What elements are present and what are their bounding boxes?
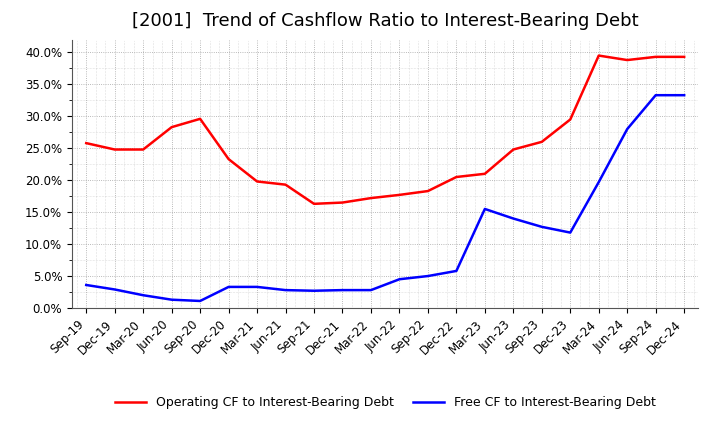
Free CF to Interest-Bearing Debt bbox=[423, 273, 432, 279]
Operating CF to Interest-Bearing Debt bbox=[395, 192, 404, 198]
Line: Operating CF to Interest-Bearing Debt: Operating CF to Interest-Bearing Debt bbox=[86, 55, 684, 204]
Operating CF to Interest-Bearing Debt bbox=[310, 201, 318, 206]
Free CF to Interest-Bearing Debt bbox=[680, 92, 688, 98]
Operating CF to Interest-Bearing Debt bbox=[595, 53, 603, 58]
Operating CF to Interest-Bearing Debt bbox=[167, 125, 176, 130]
Operating CF to Interest-Bearing Debt bbox=[253, 179, 261, 184]
Free CF to Interest-Bearing Debt bbox=[623, 126, 631, 132]
Line: Free CF to Interest-Bearing Debt: Free CF to Interest-Bearing Debt bbox=[86, 95, 684, 301]
Operating CF to Interest-Bearing Debt bbox=[139, 147, 148, 152]
Operating CF to Interest-Bearing Debt bbox=[652, 54, 660, 59]
Operating CF to Interest-Bearing Debt bbox=[566, 117, 575, 122]
Free CF to Interest-Bearing Debt bbox=[310, 288, 318, 293]
Title: [2001]  Trend of Cashflow Ratio to Interest-Bearing Debt: [2001] Trend of Cashflow Ratio to Intere… bbox=[132, 12, 639, 30]
Operating CF to Interest-Bearing Debt bbox=[423, 188, 432, 194]
Free CF to Interest-Bearing Debt bbox=[652, 92, 660, 98]
Free CF to Interest-Bearing Debt bbox=[338, 287, 347, 293]
Operating CF to Interest-Bearing Debt bbox=[196, 116, 204, 121]
Free CF to Interest-Bearing Debt bbox=[509, 216, 518, 221]
Operating CF to Interest-Bearing Debt bbox=[225, 157, 233, 162]
Free CF to Interest-Bearing Debt bbox=[395, 277, 404, 282]
Operating CF to Interest-Bearing Debt bbox=[366, 195, 375, 201]
Free CF to Interest-Bearing Debt bbox=[480, 206, 489, 212]
Free CF to Interest-Bearing Debt bbox=[566, 230, 575, 235]
Free CF to Interest-Bearing Debt bbox=[366, 287, 375, 293]
Free CF to Interest-Bearing Debt bbox=[282, 287, 290, 293]
Operating CF to Interest-Bearing Debt bbox=[452, 174, 461, 180]
Operating CF to Interest-Bearing Debt bbox=[680, 54, 688, 59]
Free CF to Interest-Bearing Debt bbox=[253, 284, 261, 290]
Free CF to Interest-Bearing Debt bbox=[225, 284, 233, 290]
Legend: Operating CF to Interest-Bearing Debt, Free CF to Interest-Bearing Debt: Operating CF to Interest-Bearing Debt, F… bbox=[109, 392, 661, 414]
Operating CF to Interest-Bearing Debt bbox=[537, 139, 546, 144]
Operating CF to Interest-Bearing Debt bbox=[82, 140, 91, 146]
Free CF to Interest-Bearing Debt bbox=[537, 224, 546, 230]
Free CF to Interest-Bearing Debt bbox=[82, 282, 91, 288]
Operating CF to Interest-Bearing Debt bbox=[509, 147, 518, 152]
Free CF to Interest-Bearing Debt bbox=[452, 268, 461, 274]
Free CF to Interest-Bearing Debt bbox=[167, 297, 176, 302]
Operating CF to Interest-Bearing Debt bbox=[480, 171, 489, 176]
Operating CF to Interest-Bearing Debt bbox=[623, 57, 631, 62]
Free CF to Interest-Bearing Debt bbox=[595, 180, 603, 185]
Free CF to Interest-Bearing Debt bbox=[196, 298, 204, 304]
Operating CF to Interest-Bearing Debt bbox=[110, 147, 119, 152]
Operating CF to Interest-Bearing Debt bbox=[338, 200, 347, 205]
Free CF to Interest-Bearing Debt bbox=[110, 287, 119, 292]
Operating CF to Interest-Bearing Debt bbox=[282, 182, 290, 187]
Free CF to Interest-Bearing Debt bbox=[139, 293, 148, 298]
